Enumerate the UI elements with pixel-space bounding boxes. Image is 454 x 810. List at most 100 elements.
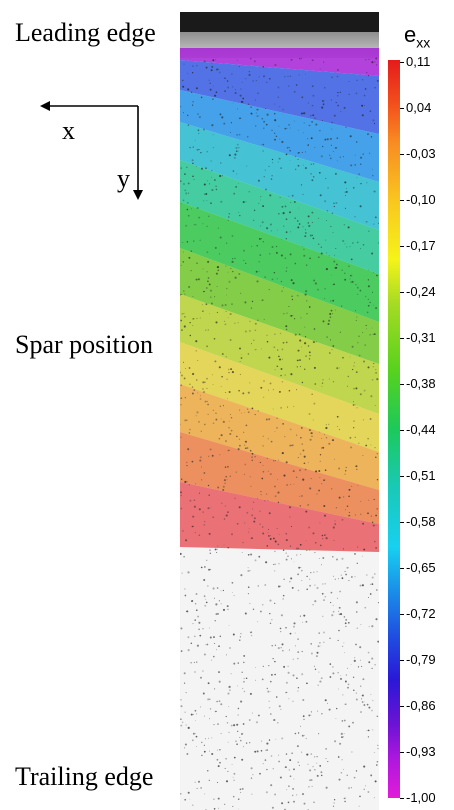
speckle-dot: [306, 753, 309, 756]
speckle-dot: [286, 789, 288, 791]
colorbar-tick-mark: [400, 62, 404, 63]
speckle-dot: [193, 499, 196, 502]
speckle-dot: [285, 270, 287, 272]
speckle-dot: [207, 413, 209, 415]
speckle-dot: [249, 692, 252, 695]
speckle-dot: [313, 402, 316, 405]
speckle-dot: [194, 603, 197, 605]
speckle-dot: [257, 714, 260, 717]
speckle-dot: [269, 473, 272, 476]
speckle-dot: [194, 709, 197, 712]
speckle-dot: [191, 460, 194, 463]
speckle-dot: [347, 567, 349, 569]
speckle-dot: [207, 770, 209, 772]
speckle-dot: [244, 301, 247, 304]
speckle-dot: [236, 523, 239, 525]
speckle-dot: [186, 208, 189, 211]
speckle-dot: [280, 614, 283, 617]
speckle-dot: [208, 455, 210, 457]
speckle-dot: [291, 794, 294, 797]
speckle-dot: [228, 154, 231, 157]
speckle-dot: [277, 722, 279, 724]
speckle-dot: [208, 568, 211, 571]
speckle-dot: [305, 355, 308, 358]
speckle-dot: [250, 767, 253, 770]
speckle-dot: [285, 218, 288, 220]
speckle-dot: [275, 245, 278, 248]
speckle-dot: [234, 153, 237, 156]
speckle-dot: [257, 92, 259, 95]
speckle-dot: [297, 687, 300, 689]
speckle-dot: [235, 471, 237, 473]
speckle-dot: [200, 566, 203, 569]
speckle-dot: [209, 698, 211, 700]
speckle-dot: [236, 173, 238, 175]
speckle-dot: [307, 102, 309, 104]
speckle-dot: [181, 721, 184, 723]
speckle-dot: [316, 762, 318, 764]
speckle-dot: [185, 192, 188, 195]
leading-edge-label: Leading edge: [15, 18, 156, 47]
speckle-dot: [204, 793, 206, 795]
speckle-dot: [215, 412, 217, 414]
speckle-dot: [280, 630, 282, 633]
speckle-dot: [310, 779, 313, 781]
speckle-dot: [241, 787, 244, 790]
speckle-dot: [195, 350, 197, 352]
speckle-dot: [353, 776, 356, 779]
speckle-dot: [221, 116, 224, 119]
speckle-dot: [285, 626, 287, 629]
speckle-dot: [346, 505, 349, 508]
speckle-dot: [306, 588, 308, 591]
speckle-dot: [211, 752, 214, 756]
speckle-dot: [255, 349, 257, 351]
speckle-dot: [229, 339, 232, 341]
speckle-dot: [245, 262, 247, 264]
speckle-dot: [358, 354, 361, 357]
speckle-dot: [332, 672, 335, 675]
speckle-dot: [296, 677, 298, 679]
speckle-dot: [287, 555, 289, 557]
speckle-dot: [197, 129, 200, 132]
speckle-dot: [190, 250, 193, 252]
speckle-dot: [237, 108, 239, 110]
speckle-dot: [186, 464, 188, 467]
speckle-dot: [245, 78, 247, 80]
speckle-dot: [354, 216, 356, 218]
speckle-dot: [206, 345, 209, 348]
speckle-dot: [227, 692, 230, 695]
speckle-dot: [242, 723, 245, 725]
speckle-dot: [333, 114, 336, 117]
speckle-dot: [225, 757, 227, 760]
strain-band: [180, 160, 379, 274]
speckle-dot: [198, 621, 201, 624]
speckle-dot: [242, 541, 244, 544]
speckle-dot: [309, 779, 311, 781]
speckle-dot: [239, 117, 241, 120]
speckle-dot: [311, 121, 313, 123]
speckle-dot: [332, 345, 335, 347]
speckle-dot: [227, 547, 229, 549]
speckle-dot: [218, 600, 220, 602]
speckle-dot: [216, 551, 218, 554]
speckle-dot: [281, 643, 284, 646]
speckle-dot: [186, 419, 188, 421]
speckle-dot: [214, 360, 217, 363]
speckle-dot: [286, 146, 289, 149]
speckle-dot: [277, 479, 279, 481]
speckle-dot: [218, 366, 221, 369]
speckle-dot: [347, 375, 350, 378]
speckle-dot: [212, 516, 215, 519]
speckle-dot: [185, 539, 188, 542]
speckle-dot: [217, 269, 220, 272]
speckle-dot: [299, 359, 301, 362]
speckle-dot: [228, 371, 230, 374]
speckle-dot: [242, 687, 244, 690]
speckle-dot: [314, 383, 317, 385]
speckle-dot: [256, 245, 258, 247]
speckle-dot: [231, 371, 234, 374]
strain-band: [180, 294, 379, 414]
speckle-dot: [215, 188, 218, 191]
speckle-dot: [205, 66, 208, 69]
speckle-dot: [307, 222, 310, 224]
